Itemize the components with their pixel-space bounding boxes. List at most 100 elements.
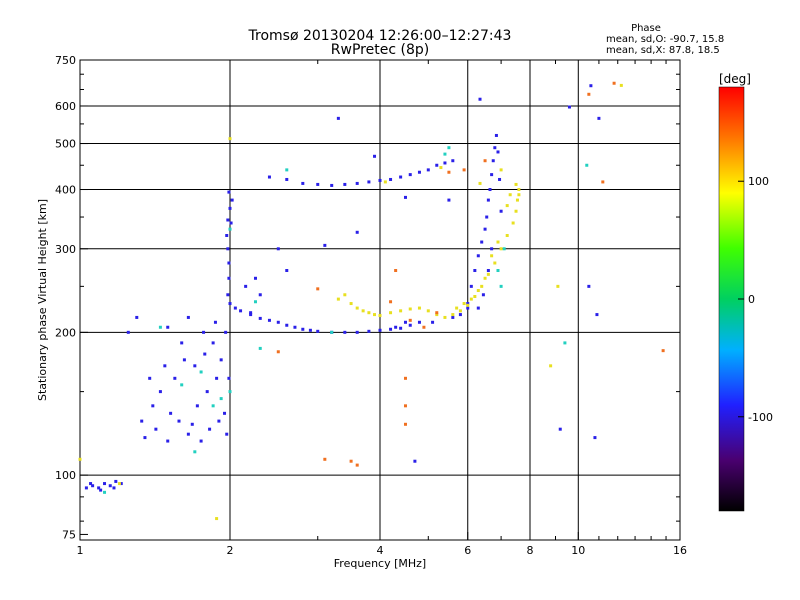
y-tick-label: 400 [55,184,76,197]
data-point [108,484,112,488]
data-point [447,198,451,202]
data-point [473,269,477,273]
data-point [117,482,121,486]
data-point [556,284,560,288]
data-point [483,159,487,163]
data-point [373,154,377,158]
data-point [443,161,447,165]
data-point [177,419,181,423]
y-tick-label: 600 [55,100,76,113]
data-point [389,300,393,304]
data-point [336,116,340,120]
data-point [361,309,365,313]
data-point [563,341,567,345]
data-point [89,482,93,486]
data-point [182,358,186,362]
data-point [330,183,334,187]
data-point [494,133,498,137]
data-point [587,284,591,288]
data-point [417,320,421,324]
data-point [239,309,243,313]
y-tick-label: 100 [55,469,76,482]
data-point [476,306,480,310]
x-tick-label: 16 [673,544,687,557]
data-point [135,315,139,319]
data-point [435,313,439,317]
data-point [481,293,485,297]
data-point [233,306,237,310]
data-point [408,173,412,177]
data-point [499,284,503,288]
data-point [163,364,167,368]
data-point [316,287,320,291]
data-point [403,320,407,324]
data-point [219,358,223,362]
data-point [367,180,371,184]
phase-box-title: Phase [631,23,661,34]
data-point [244,284,248,288]
data-point [97,486,101,490]
data-point [486,272,490,276]
data-point [258,346,262,350]
data-point [508,193,512,197]
data-point [502,247,506,251]
data-point [612,81,616,85]
data-point [158,325,162,329]
data-point [249,313,253,317]
data-point [394,269,398,273]
data-point [399,175,403,179]
data-point [258,293,262,297]
data-point [211,341,215,345]
data-point [491,159,495,163]
colorbar-ticks: 100 0 -100 [738,175,773,424]
data-point [426,168,430,172]
data-point [408,318,412,322]
data-point [230,198,234,202]
data-point [490,254,494,258]
data-point [490,247,494,251]
data-point [413,459,417,463]
x-tick-label: 8 [527,544,534,557]
data-point [403,376,407,380]
data-point [505,204,509,208]
data-point [208,427,212,431]
chart-subtitle: RwPretec (8p) [331,42,429,58]
data-point [78,457,82,461]
data-point [499,168,503,172]
x-tick-label: 4 [377,544,384,557]
data-point [589,84,593,88]
data-point [601,180,605,184]
data-point [228,227,232,231]
data-point [483,276,487,280]
y-axis-label: Stationary phase Virtual Height [km] [36,199,49,401]
data-point [498,177,502,181]
y-tick-label: 300 [55,243,76,256]
data-point [373,313,377,317]
data-point [225,233,229,237]
colorbar-tick-label: 0 [748,293,755,306]
data-point [661,349,665,353]
data-point [285,177,289,181]
data-point [276,320,280,324]
data-point [119,482,123,486]
data-point [451,315,455,319]
data-point [478,97,482,101]
data-point [126,330,130,334]
data-point [496,269,500,273]
data-point [355,230,359,234]
grid-lines [80,60,680,540]
data-point [166,325,170,329]
data-point [253,300,257,304]
data-point [435,311,439,315]
data-point [435,163,439,167]
data-point [249,311,253,315]
data-point [226,247,230,251]
data-point [403,195,407,199]
data-point [276,350,280,354]
data-point [199,370,203,374]
data-point [515,198,519,202]
data-point [253,276,257,280]
data-point [199,439,203,443]
data-point [343,182,347,186]
data-point [186,315,190,319]
